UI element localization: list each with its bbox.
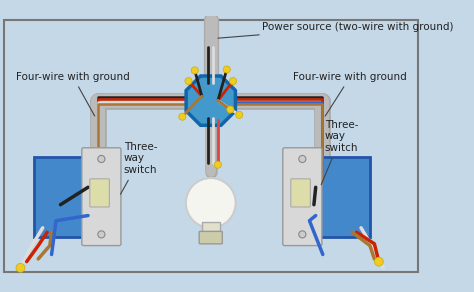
Text: Four-wire with ground: Four-wire with ground [16,72,130,116]
Circle shape [98,231,105,238]
Circle shape [236,111,243,119]
Text: Three-
way
switch: Three- way switch [120,142,157,194]
Circle shape [179,113,186,120]
Polygon shape [186,76,236,125]
FancyBboxPatch shape [82,148,121,246]
FancyBboxPatch shape [90,179,109,207]
Circle shape [299,231,306,238]
Circle shape [229,78,237,85]
Circle shape [214,161,221,168]
Circle shape [186,178,236,228]
FancyBboxPatch shape [4,20,418,272]
Circle shape [16,263,25,272]
FancyBboxPatch shape [291,179,310,207]
Circle shape [98,155,105,163]
FancyBboxPatch shape [34,157,85,237]
Circle shape [374,257,383,266]
Text: Three-
way
switch: Three- way switch [321,120,358,185]
Circle shape [185,78,192,85]
FancyBboxPatch shape [319,157,370,237]
FancyBboxPatch shape [283,148,322,246]
FancyBboxPatch shape [199,231,222,244]
Circle shape [223,66,230,73]
Circle shape [191,67,198,74]
Circle shape [227,106,234,113]
Text: Power source (two-wire with ground): Power source (two-wire with ground) [218,22,454,38]
Circle shape [299,155,306,163]
Text: Four-wire with ground: Four-wire with ground [293,72,407,116]
FancyBboxPatch shape [202,223,219,233]
